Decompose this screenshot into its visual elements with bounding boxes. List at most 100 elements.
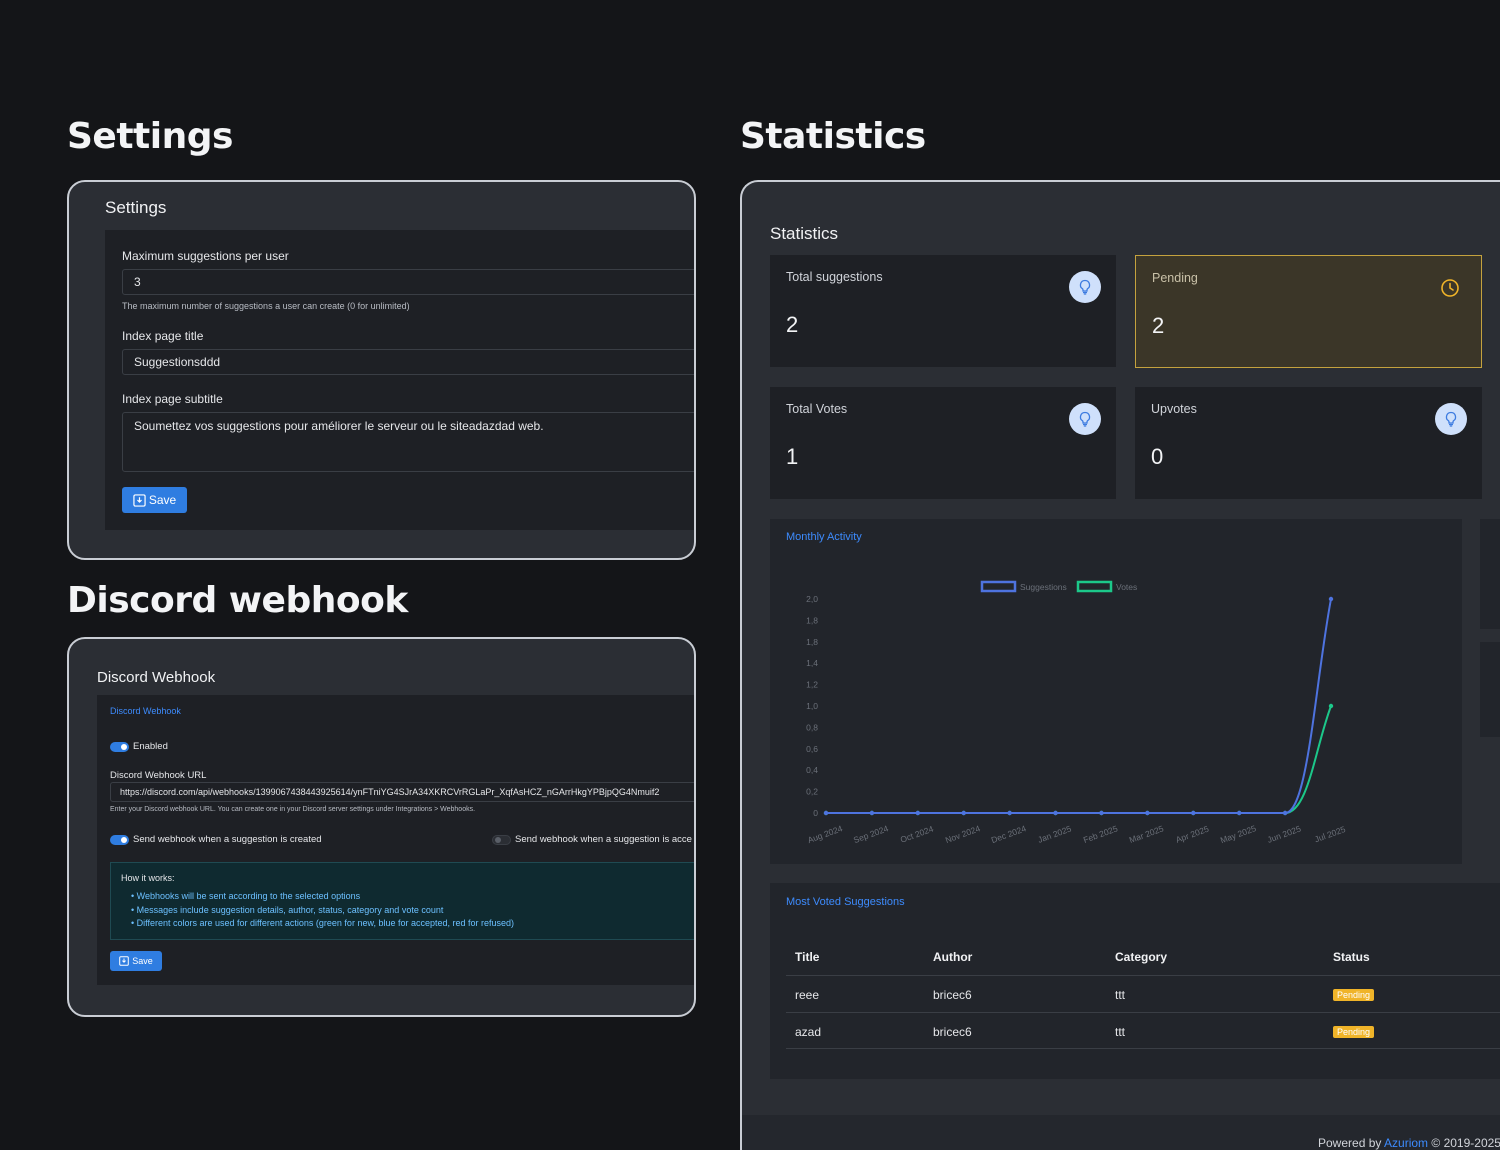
stat-label: Upvotes [1151,402,1197,416]
y-tick-label: 0,8 [806,722,818,732]
table-row: azad bricec6 ttt Pending [786,1012,1500,1049]
settings-panel: Maximum suggestions per user 3 The maxim… [105,230,694,530]
x-tick-label: Oct 2024 [899,823,935,844]
row-author: bricec6 [933,988,972,1002]
most-voted-card: Most Voted Suggestions Title Author Cate… [770,883,1500,1079]
lightbulb-icon [1069,403,1101,435]
discord-section-link[interactable]: Discord Webhook [110,706,181,716]
lightbulb-icon [1069,271,1101,303]
header-status: Status [1333,950,1370,964]
webhook-url-help: Enter your Discord webhook URL. You can … [110,806,476,813]
webhook-url-input[interactable]: https://discord.com/api/webhooks/1399067… [110,782,694,802]
enabled-toggle[interactable] [110,742,129,752]
discord-save-button[interactable]: Save [110,951,162,971]
settings-heading: Settings [67,116,233,157]
stat-value: 0 [1151,444,1164,469]
data-point [869,810,875,816]
index-subtitle-textarea[interactable]: Soumettez vos suggestions pour améliorer… [122,412,694,472]
header-author: Author [933,950,973,964]
data-point [1236,810,1242,816]
send-created-toggle[interactable] [110,835,129,845]
webhook-url-label: Discord Webhook URL [110,770,207,781]
stat-label: Total Votes [786,402,848,416]
y-tick-label: 0,6 [806,744,818,754]
stat-card-total-suggestions: Total suggestions 2 [770,255,1116,367]
row-author: bricec6 [933,1025,972,1039]
x-tick-label: Jan 2025 [1036,823,1073,844]
side-card [1480,519,1500,629]
azuriom-link[interactable]: Azuriom [1384,1136,1429,1150]
series-line-suggestions [825,598,1332,814]
discord-save-label: Save [132,956,153,966]
x-tick-label: May 2025 [1219,823,1258,845]
x-tick-label: Mar 2025 [1128,823,1165,845]
save-icon [119,956,130,966]
statistics-heading: Statistics [740,116,926,157]
discord-frame: Discord Webhook Discord Webhook Enabled … [67,637,696,1017]
send-created-label: Send webhook when a suggestion is create… [133,834,322,845]
settings-save-label: Save [148,493,177,507]
y-tick-label: 0,4 [806,765,818,775]
data-point [1191,810,1196,816]
max-suggestions-input[interactable]: 3 [122,269,694,295]
legend-swatch [980,580,1017,593]
monthly-activity-card: Monthly Activity 0 0,2 0,4 0,6 0,8 1,0 1,2 1,4 1… [770,519,1462,864]
index-title-label: Index page title [122,329,204,343]
how-item: • Different colors are used for differen… [131,918,515,928]
enabled-label: Enabled [133,741,168,752]
x-tick-label: Jul 2025 [1313,824,1347,844]
side-card [1480,642,1500,737]
monthly-activity-chart: 0 0,2 0,4 0,6 0,8 1,0 1,2 1,4 1,8 1,8 2,0 Aug 2024 S… [806,580,1347,845]
stat-value: 2 [786,312,799,337]
stat-label: Total suggestions [786,270,883,284]
settings-card-title: Settings [105,198,167,217]
row-title: azad [795,1025,822,1039]
send-accepted-toggle[interactable] [492,835,511,845]
how-it-works-box: How it works: • Webhooks will be sent ac… [110,862,694,940]
x-tick-label: Jun 2025 [1266,823,1303,844]
table-header: Title Author Category Status [770,950,1500,974]
max-suggestions-help: The maximum number of suggestions a user… [122,301,410,311]
data-point [1282,810,1288,816]
most-voted-title: Most Voted Suggestions [786,896,905,908]
settings-save-button[interactable]: Save [122,487,187,513]
stat-card-upvotes: Upvotes 0 [1135,387,1482,499]
max-suggestions-label: Maximum suggestions per user [122,249,289,263]
row-category: ttt [1115,988,1126,1002]
table-row: reee bricec6 ttt Pending [786,975,1500,1012]
x-tick-label: Sep 2024 [852,823,890,845]
stat-value: 1 [786,444,799,469]
y-tick-label: 1,4 [806,658,818,668]
x-tick-label: Nov 2024 [944,823,982,845]
data-point [915,810,921,816]
y-tick-label: 2,0 [806,594,818,604]
statistics-frame: Statistics Total suggestions 2 Pending 2… [740,180,1500,1150]
lightbulb-icon [1435,403,1467,435]
data-point [1007,810,1012,816]
x-tick-label: Dec 2024 [990,823,1028,845]
legend-label: Suggestions [1020,582,1067,592]
index-title-input[interactable]: Suggestionsddd [122,349,694,375]
footer-text: Powered by Azuriom © 2019-2025 [1318,1136,1500,1150]
statistics-card-title: Statistics [770,224,839,243]
header-category: Category [1115,950,1168,964]
monthly-activity-title: Monthly Activity [786,531,862,543]
status-badge: Pending [1333,989,1375,1001]
discord-heading: Discord webhook [67,580,408,621]
clock-icon [1434,272,1466,304]
data-point [1328,703,1334,709]
how-it-works-title: How it works: [121,873,175,883]
how-it-works-list: • Webhooks will be sent according to the… [131,890,514,931]
header-title: Title [795,950,820,964]
discord-panel: Discord Webhook Enabled Discord Webhook … [97,695,694,985]
data-point [1145,810,1150,816]
data-point [1099,810,1104,816]
discord-card-title: Discord Webhook [97,669,216,686]
how-item: • Messages include suggestion details, a… [131,904,444,915]
how-item: • Webhooks will be sent according to the… [131,891,361,901]
stat-label: Pending [1152,271,1198,285]
legend-swatch [1076,580,1113,593]
row-title: reee [795,988,820,1002]
stat-card-pending: Pending 2 [1135,255,1482,368]
index-subtitle-label: Index page subtitle [122,392,223,406]
